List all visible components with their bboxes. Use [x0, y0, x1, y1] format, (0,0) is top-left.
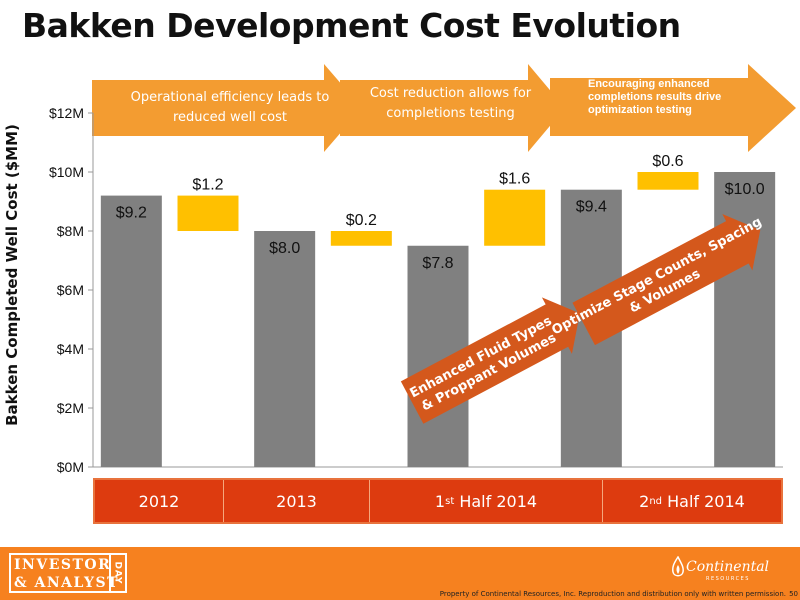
y-tick-label: $8M	[57, 223, 84, 239]
company-name: Continental	[686, 559, 770, 575]
period-label: 2	[639, 491, 650, 511]
arrow-3-text: Encouraging enhanced completions results…	[588, 78, 722, 116]
y-tick-label: $6M	[57, 282, 84, 298]
bar-value-label: $9.4	[576, 199, 607, 216]
change-bar	[484, 189, 546, 246]
period-label: 2012	[138, 491, 180, 511]
page-title: Bakken Development Cost Evolution	[22, 6, 681, 45]
bar-value-label: $1.6	[499, 171, 530, 188]
page-number: 50	[789, 590, 798, 598]
period-label: 1	[434, 491, 446, 511]
period-label-sup: st	[445, 495, 455, 507]
y-tick-label: $10M	[49, 164, 84, 180]
cost-bar	[254, 231, 316, 467]
cost-bar	[714, 172, 776, 467]
arrow-1-text: Operational efficiency leads to reduced …	[130, 90, 330, 125]
process-arrow-2	[340, 64, 565, 152]
logo-side-text: DAY	[113, 561, 123, 585]
y-tick-label: $0M	[57, 459, 84, 475]
bar-value-label: $8.0	[269, 240, 300, 257]
bar-value-label: $0.6	[652, 153, 683, 170]
period-2013: 2013	[223, 480, 369, 522]
change-bar	[637, 172, 699, 190]
change-bar	[177, 195, 239, 231]
bar-value-label: $9.2	[116, 205, 147, 222]
logo-line-2: & ANALYST	[14, 575, 120, 591]
bar-value-label: $0.2	[346, 212, 377, 229]
cost-bar	[100, 195, 162, 467]
bar-value-label: $10.0	[725, 181, 765, 198]
footer-bar: INVESTOR & ANALYST DAY Continental RESOU…	[0, 547, 800, 600]
company-logo: Continental RESOURCES	[666, 556, 786, 582]
flame-icon	[672, 556, 684, 577]
company-subtitle: RESOURCES	[706, 576, 750, 582]
copyright-notice: Property of Continental Resources, Inc. …	[439, 590, 786, 598]
callout-arrow-shape	[400, 297, 580, 424]
arrow-2-text: Cost reduction allows for completions te…	[369, 86, 532, 121]
period-label-sup: nd	[649, 495, 663, 507]
callout-arrow-shape	[572, 214, 761, 346]
period-label: 2013	[276, 491, 317, 511]
change-bar	[330, 231, 392, 246]
bar-value-label: $1.2	[192, 177, 223, 194]
y-tick-label: $2M	[57, 400, 84, 416]
logo-line-1: INVESTOR	[14, 557, 112, 573]
period-2012: 2012	[95, 480, 223, 522]
period-label-suffix: Half 2014	[662, 491, 745, 511]
logo-side: DAY	[109, 555, 125, 591]
bar-value-label: $7.8	[422, 255, 453, 272]
investor-day-logo: INVESTOR & ANALYST DAY	[9, 553, 127, 593]
period-label-suffix: Half 2014	[454, 491, 538, 511]
y-tick-label: $4M	[57, 341, 84, 357]
process-arrow-3	[550, 64, 796, 152]
process-arrows: Operational efficiency leads to reduced …	[92, 64, 798, 152]
y-tick-label: $12M	[49, 105, 84, 121]
process-arrow-1	[92, 64, 362, 152]
